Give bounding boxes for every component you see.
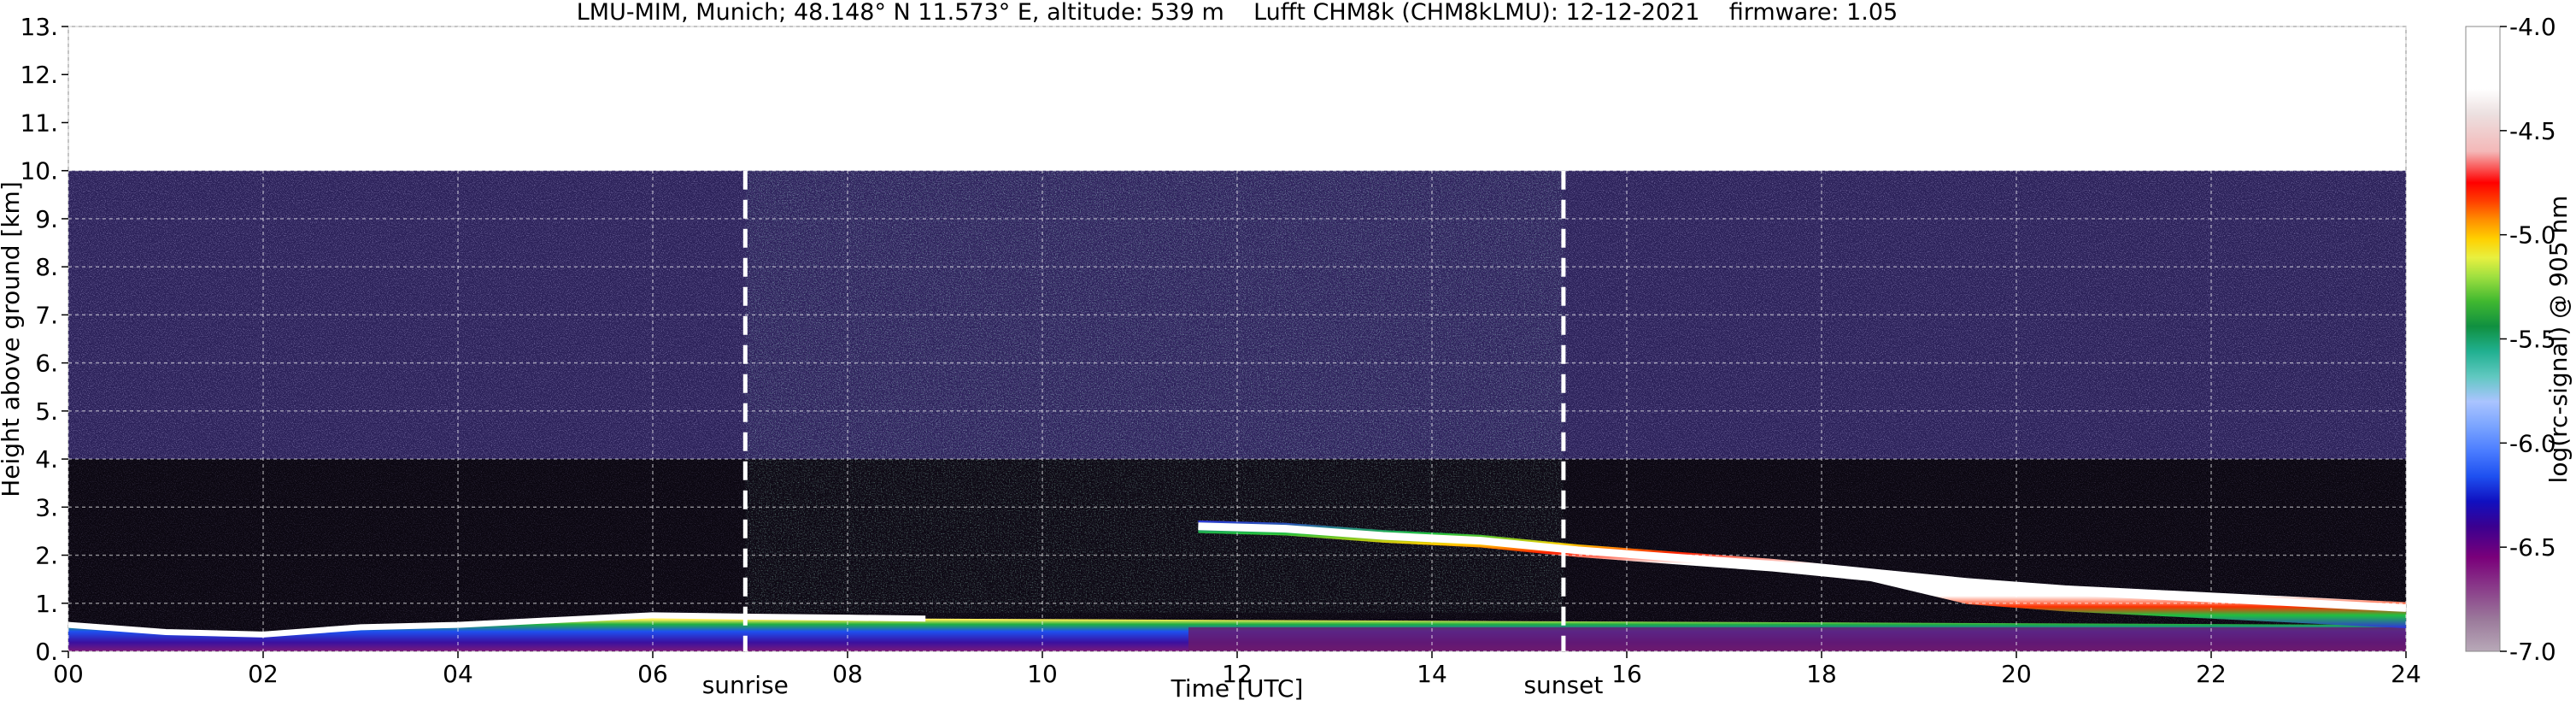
x-tick-label: 10 <box>1027 660 1058 688</box>
x-tick-label: 12 <box>1222 660 1253 688</box>
y-tick-label: 10. <box>20 157 58 185</box>
sunrise-label: sunrise <box>702 671 789 699</box>
x-tick-label: 02 <box>248 660 279 688</box>
y-tick-label: 2. <box>35 542 58 570</box>
x-tick-label: 20 <box>2001 660 2032 688</box>
x-tick-label: 04 <box>443 660 473 688</box>
colorbar-tick-label: -4.5 <box>2509 117 2556 145</box>
axes: 00 02 04 06 08 10 12 14 16 18 20 22 24 0. 1. 2. 3. 4. 5. 6.… <box>20 13 2421 688</box>
colorbar: -7.0 -6.5 -6.0 -5.5 -5.0 -4.5 -4.0 log(rc-sign… <box>2465 13 2573 666</box>
x-tick-label: 08 <box>832 660 863 688</box>
colorbar-tick-label: -7.0 <box>2509 638 2556 666</box>
y-axis-label: Height above ground [km] <box>0 181 25 497</box>
x-tick-label: 22 <box>2196 660 2227 688</box>
x-tick-label: 06 <box>637 660 668 688</box>
y-tick-label: 12. <box>20 61 58 89</box>
y-tick-label: 13. <box>20 13 58 41</box>
x-tick-label: 18 <box>1806 660 1837 688</box>
colorbar-tick-label: -4.0 <box>2509 13 2556 41</box>
x-tick-label: 24 <box>2391 660 2421 688</box>
y-tick-label: 11. <box>20 109 58 137</box>
y-tick-label: 6. <box>35 350 58 378</box>
boundary-layer-top <box>68 612 926 638</box>
y-tick-label: 3. <box>35 493 58 521</box>
colorbar-tick-label: -5.5 <box>2509 326 2556 354</box>
x-axis-label: Time [UTC] <box>1171 674 1304 703</box>
y-tick-label: 4. <box>35 445 58 474</box>
colorbar-ticks: -7.0 -6.5 -6.0 -5.5 -5.0 -4.5 -4.0 <box>2500 13 2556 666</box>
x-tick-label: 16 <box>1611 660 1642 688</box>
y-tick-label: 9. <box>35 205 58 233</box>
sunset-label: sunset <box>1523 671 1603 699</box>
colorbar-label: log(rc-signal) @ 905 nm <box>2544 196 2573 484</box>
colorbar-tick-label: -6.0 <box>2509 429 2556 457</box>
cloud-layer <box>1198 520 2406 629</box>
y-tick-label: 7. <box>35 301 58 329</box>
colorbar-tick-label: -5.0 <box>2509 221 2556 250</box>
x-tick-label: 00 <box>53 660 84 688</box>
y-tick-label: 5. <box>35 397 58 426</box>
y-tick-label: 0. <box>35 638 58 666</box>
chart-title: LMU-MIM, Munich; 48.148° N 11.573° E, al… <box>577 0 1898 26</box>
colorbar-gradient <box>2465 26 2501 652</box>
residual-layer <box>1188 627 2406 651</box>
grid <box>67 26 2407 652</box>
x-tick-label: 14 <box>1417 660 1447 688</box>
daytime-speckle <box>745 170 1564 614</box>
y-tick-label: 8. <box>35 253 58 281</box>
colorbar-tick-label: -6.5 <box>2509 533 2556 562</box>
annotations: sunrise sunset <box>702 170 1603 699</box>
y-tick-label: 1. <box>35 590 58 618</box>
